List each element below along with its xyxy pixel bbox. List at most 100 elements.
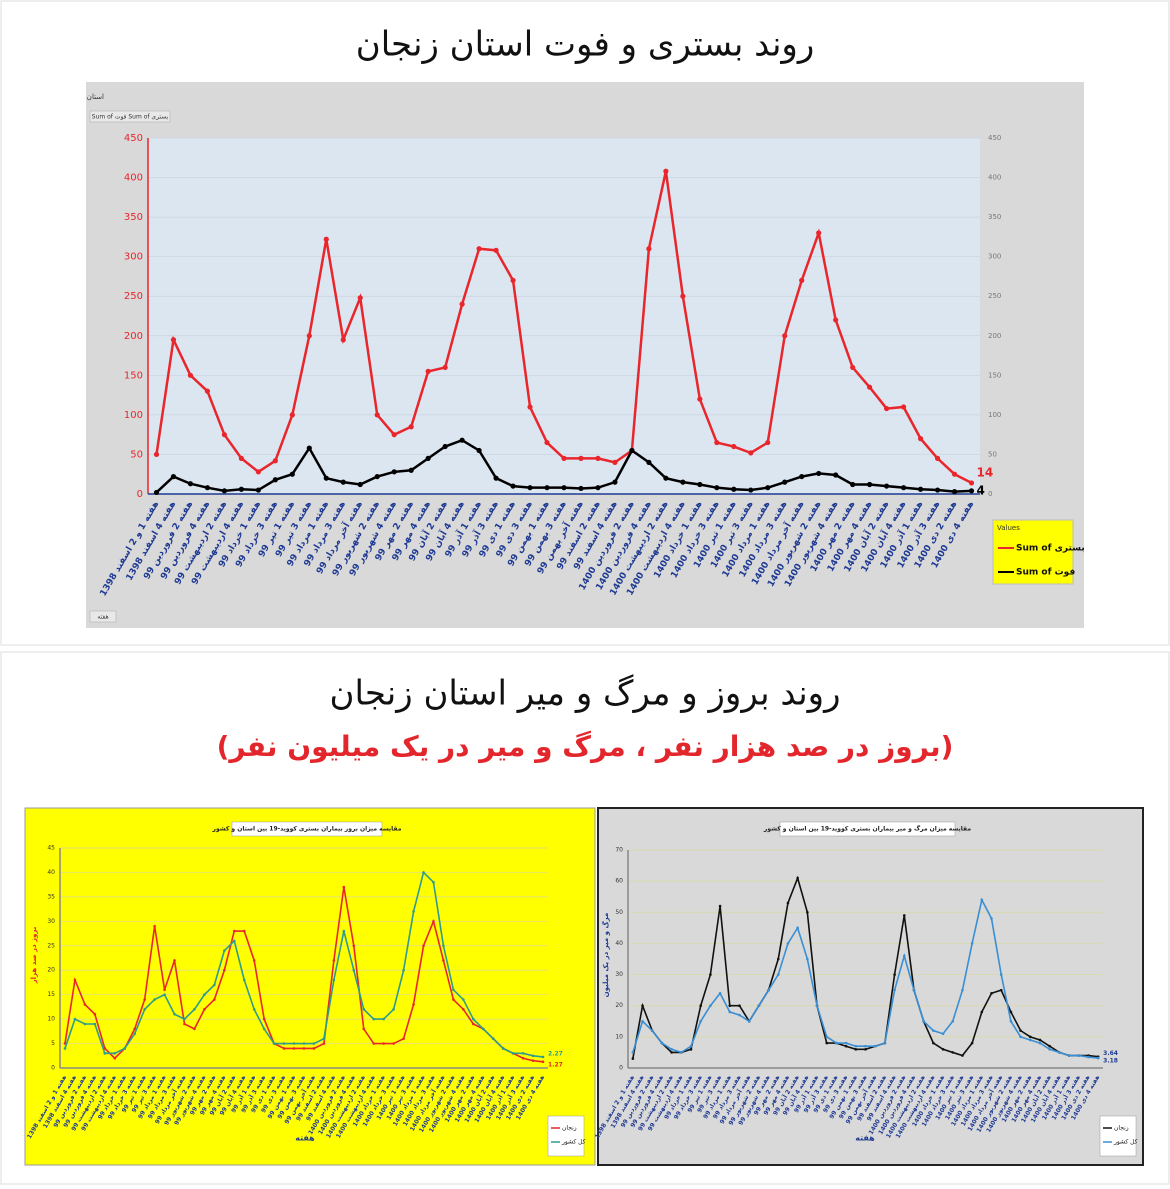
data-point [970, 942, 974, 945]
data-point [917, 436, 924, 442]
data-point [292, 1047, 296, 1050]
data-point [332, 978, 336, 982]
data-point [731, 443, 737, 450]
y-axis-label: مرگ و میر در یک میلیون [601, 913, 610, 998]
data-point [93, 1012, 97, 1016]
data-point [689, 1048, 693, 1051]
data-point [272, 458, 278, 464]
value-label: 2.27 [548, 1050, 563, 1057]
data-point [867, 481, 873, 488]
data-point [990, 991, 993, 995]
data-point [391, 432, 397, 438]
data-point [252, 1008, 256, 1011]
data-point [796, 926, 799, 930]
data-point [153, 489, 160, 496]
data-point [1028, 1038, 1032, 1042]
data-point [422, 871, 425, 874]
y-tick-label: 0 [51, 1065, 55, 1072]
data-point [595, 485, 601, 491]
y-tick-label: 0 [137, 489, 143, 500]
data-point [521, 1052, 525, 1055]
data-point [825, 1041, 829, 1045]
data-point [223, 949, 226, 952]
data-point [221, 488, 228, 494]
chart-title: روند بستری و فوت استان زنجان [356, 25, 815, 65]
section-title: روند بروز و مرگ و میر استان زنجان [329, 674, 840, 714]
chart-title: مقایسه میزان بروز بیماران بستری کووید-19… [212, 826, 402, 833]
data-point [306, 333, 312, 339]
data-point [631, 1057, 635, 1060]
y2-tick-label: 400 [988, 174, 1001, 182]
data-point [951, 471, 958, 477]
data-point [374, 473, 380, 480]
data-point [412, 1003, 415, 1006]
data-point [786, 942, 790, 945]
legend-title: Values [997, 524, 1020, 532]
y-tick-label: 450 [124, 133, 143, 144]
y2-tick-label: 200 [988, 332, 1001, 340]
data-point [103, 1052, 107, 1055]
data-point [970, 1041, 974, 1045]
data-point [641, 1019, 644, 1023]
data-point [510, 483, 516, 489]
data-point [767, 988, 770, 992]
y-axis-label: بروز در صد هزار [30, 926, 38, 984]
data-point [425, 455, 431, 461]
data-point [472, 1017, 475, 1021]
data-point [806, 957, 809, 961]
data-point [459, 437, 465, 443]
data-point [680, 1051, 683, 1054]
data-point [531, 1054, 535, 1058]
legend-label: زنجان [1114, 1125, 1129, 1132]
data-point [757, 1004, 761, 1008]
data-point [323, 236, 329, 242]
data-point [1009, 1010, 1013, 1014]
data-point [187, 481, 194, 487]
data-point [631, 1051, 635, 1054]
data-point [153, 998, 156, 1001]
data-point [1038, 1041, 1042, 1045]
y-tick-label: 45 [47, 845, 55, 852]
data-point [932, 1029, 935, 1032]
data-point [697, 396, 703, 402]
y-tick-label: 60 [615, 878, 623, 885]
data-point [282, 1047, 286, 1050]
y2-tick-label: 150 [988, 371, 1001, 379]
legend-box [1099, 1115, 1137, 1157]
data-point [213, 998, 216, 1001]
data-point [934, 487, 941, 493]
data-point [357, 481, 363, 488]
y2-tick-label: 50 [988, 450, 997, 458]
data-point [282, 1042, 286, 1045]
data-point [312, 1047, 316, 1050]
data-point [646, 246, 652, 252]
data-point [262, 1027, 266, 1031]
data-point [238, 455, 244, 461]
data-point [203, 993, 206, 996]
data-point [816, 470, 822, 477]
data-point [799, 473, 805, 480]
data-point [893, 988, 896, 992]
y-tick-label: 50 [615, 909, 623, 916]
y-tick-label: 250 [124, 291, 143, 302]
data-point [372, 1017, 376, 1021]
data-point [143, 998, 146, 1001]
data-point [342, 885, 346, 889]
x-axis-label: هفته [855, 1134, 875, 1143]
data-point [699, 1004, 703, 1008]
data-point [883, 1041, 887, 1045]
data-point [242, 929, 246, 933]
data-point [357, 295, 363, 301]
data-point [731, 486, 737, 492]
data-point [527, 404, 533, 410]
data-point [173, 959, 176, 962]
data-point [1096, 1056, 1100, 1060]
data-point [306, 445, 312, 451]
data-point [806, 910, 809, 914]
data-point [934, 455, 941, 461]
data-point [63, 1047, 67, 1050]
data-point [459, 301, 465, 307]
y2-tick-label: 0 [988, 490, 992, 498]
field-label: Sum of فوت Sum of بستری [92, 114, 169, 121]
data-point [893, 973, 896, 976]
